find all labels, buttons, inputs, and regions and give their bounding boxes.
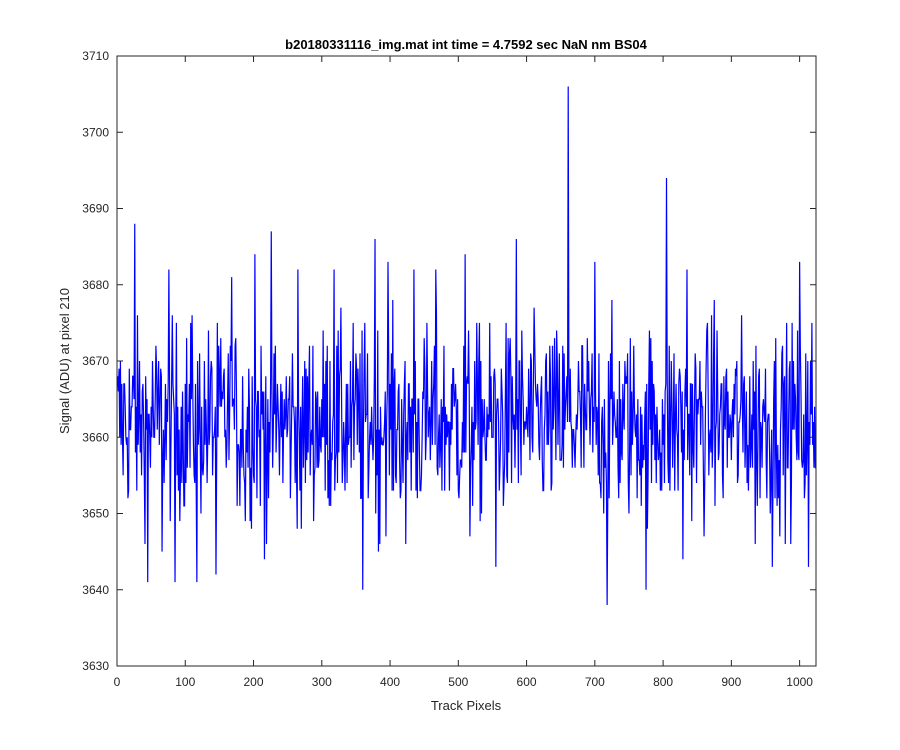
- y-tick-label: 3650: [82, 507, 109, 521]
- x-tick-label: 300: [312, 675, 332, 689]
- x-tick-label: 600: [517, 675, 537, 689]
- y-tick-label: 3660: [82, 430, 109, 444]
- y-tick-label: 3710: [82, 49, 109, 63]
- y-tick-label: 3690: [82, 202, 109, 216]
- chart-title: b20180331116_img.mat int time = 4.7592 s…: [285, 37, 647, 52]
- x-axis-label: Track Pixels: [431, 698, 502, 713]
- x-tick-label: 200: [244, 675, 264, 689]
- x-tick-label: 0: [114, 675, 121, 689]
- x-tick-label: 1000: [786, 675, 813, 689]
- series-layer: [117, 86, 816, 606]
- x-tick-label: 100: [175, 675, 195, 689]
- x-tick-label: 400: [380, 675, 400, 689]
- y-tick-label: 3670: [82, 354, 109, 368]
- x-tick-label: 700: [585, 675, 605, 689]
- y-tick-label: 3700: [82, 125, 109, 139]
- y-tick-label: 3630: [82, 659, 109, 673]
- series-line: [117, 86, 816, 606]
- x-tick-label: 900: [721, 675, 741, 689]
- y-tick-label: 3640: [82, 583, 109, 597]
- x-tick-label: 500: [448, 675, 468, 689]
- y-tick-label: 3680: [82, 278, 109, 292]
- x-tick-label: 800: [653, 675, 673, 689]
- tick-layer: 0 100 200 300 400 500 600 700 800 900 1000 3630 3640…: [82, 49, 816, 689]
- y-axis-label: Signal (ADU) at pixel 210: [57, 288, 72, 434]
